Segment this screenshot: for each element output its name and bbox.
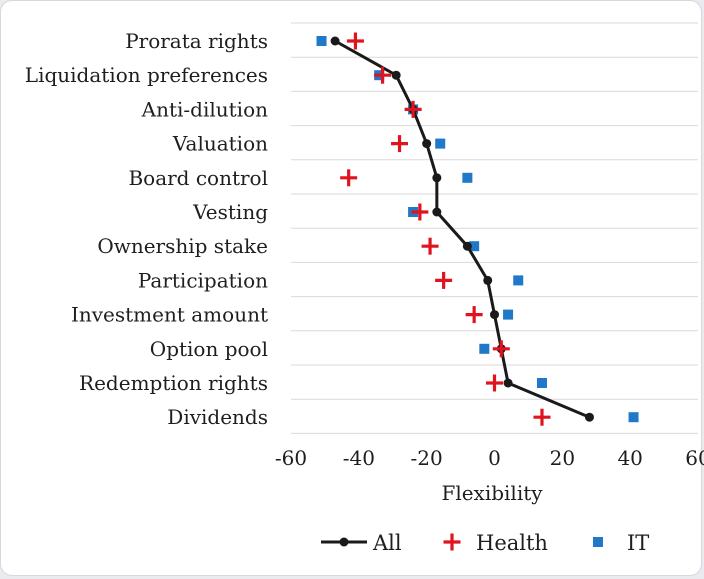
- x-tick-label: -20: [411, 446, 443, 470]
- legend-item-it: IT: [593, 531, 649, 555]
- series-all: [330, 36, 594, 422]
- category-label: Option pool: [150, 337, 268, 361]
- legend-label: Health: [476, 531, 548, 555]
- data-point-health: [492, 340, 510, 358]
- legend-item-health: Health: [443, 531, 548, 555]
- data-point-health: [411, 203, 429, 221]
- data-point-all: [422, 139, 432, 149]
- data-point-all: [391, 70, 401, 80]
- category-label: Dividends: [167, 405, 268, 429]
- legend-label: All: [372, 531, 402, 555]
- data-point-health: [340, 169, 358, 187]
- data-point-health: [374, 66, 392, 84]
- data-point-all: [432, 207, 442, 217]
- data-point-health: [465, 306, 483, 324]
- legend: All Health IT: [321, 531, 649, 555]
- data-point-all: [584, 412, 594, 422]
- data-point-all: [490, 310, 499, 320]
- legend-item-all: All: [321, 531, 402, 555]
- data-point-all: [462, 241, 472, 251]
- category-label: Anti-dilution: [141, 97, 268, 121]
- data-point-all: [432, 173, 442, 183]
- x-tick-label: -40: [343, 446, 375, 470]
- data-point-it: [316, 36, 327, 46]
- category-label: Valuation: [172, 132, 268, 156]
- category-label: Participation: [138, 268, 268, 292]
- data-point-health: [533, 408, 551, 426]
- category-label: Vesting: [192, 200, 268, 224]
- category-labels: Prorata rights Liquidation preferences Ant…: [25, 29, 268, 429]
- data-point-health: [435, 271, 453, 289]
- data-point-it: [435, 138, 446, 149]
- x-axis-title: Flexibility: [441, 481, 543, 505]
- category-label: Prorata rights: [125, 29, 268, 53]
- category-label: Ownership stake: [97, 234, 268, 258]
- data-point-it: [462, 172, 473, 183]
- x-tick-label: -60: [275, 446, 307, 470]
- data-point-all: [483, 275, 493, 285]
- series-it: [316, 36, 639, 423]
- grid-layer: [291, 22, 698, 434]
- category-label: Board control: [128, 166, 268, 190]
- data-point-health: [346, 32, 364, 50]
- data-point-all: [330, 36, 340, 46]
- series-layer: [316, 32, 639, 426]
- legend-swatch-plus: [443, 533, 461, 551]
- legend-label: IT: [627, 531, 649, 555]
- data-point-health: [391, 135, 409, 153]
- x-tick-label: 20: [550, 446, 575, 470]
- data-point-health: [421, 237, 439, 255]
- data-point-it: [469, 241, 480, 252]
- data-point-it: [513, 275, 524, 286]
- data-point-health: [486, 374, 503, 392]
- data-point-it: [628, 412, 639, 423]
- series-health: [340, 32, 551, 426]
- category-label: Redemption rights: [79, 371, 268, 395]
- x-tick-label: 60: [685, 446, 704, 470]
- legend-swatch-square: [593, 537, 603, 547]
- data-point-all: [503, 378, 513, 388]
- data-point-it: [536, 378, 547, 388]
- x-tick-label: 0: [488, 446, 501, 470]
- data-point-it: [503, 309, 514, 320]
- series-line-all: [334, 39, 591, 419]
- x-tick-labels: -60 -40 -20 0 20 40 60: [275, 446, 704, 470]
- data-point-it: [479, 343, 490, 354]
- data-point-health: [404, 100, 422, 118]
- category-label: Investment amount: [71, 303, 268, 327]
- category-label: Liquidation preferences: [25, 63, 268, 87]
- x-tick-label: 40: [617, 446, 642, 470]
- legend-swatch-dot: [339, 537, 349, 547]
